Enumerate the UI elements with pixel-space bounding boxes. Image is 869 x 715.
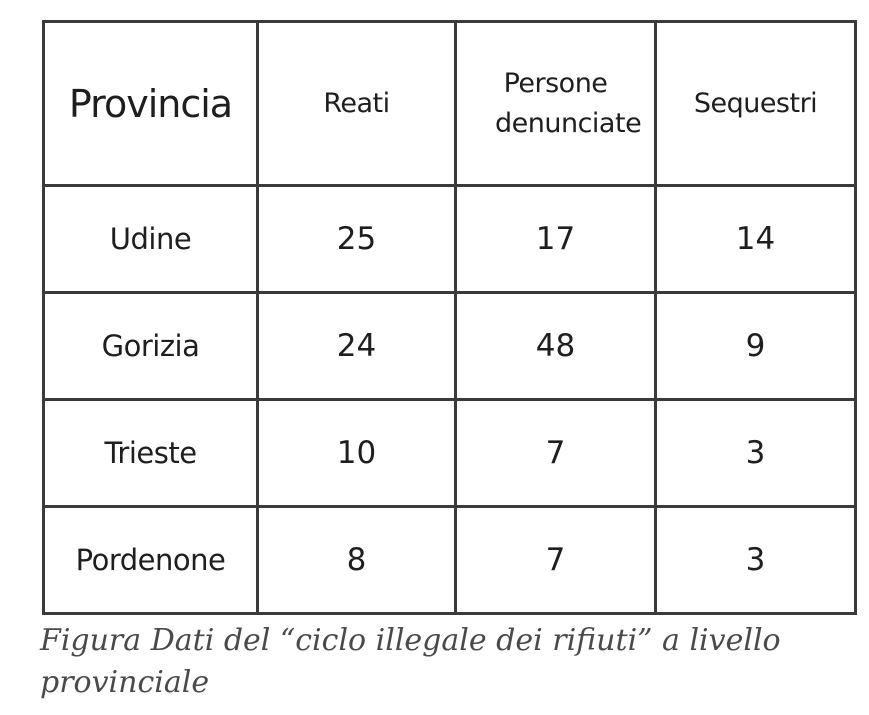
table-row: Gorizia 24 48 9	[42, 291, 857, 401]
cell-sequestri: 9	[654, 291, 857, 401]
cell-reati: 10	[256, 398, 457, 508]
table-header-row: Provincia Reati Persone denunciate Seque…	[42, 20, 857, 187]
cell-persone: 17	[454, 184, 657, 294]
header-reati: Reati	[256, 20, 457, 187]
cell-provincia: Udine	[42, 184, 259, 294]
cell-persone: 7	[454, 398, 657, 508]
cell-persone: 7	[454, 505, 657, 615]
cell-reati: 25	[256, 184, 457, 294]
table-row: Trieste 10 7 3	[42, 398, 857, 508]
table-row: Pordenone 8 7 3	[42, 505, 857, 615]
cell-sequestri: 3	[654, 505, 857, 615]
cell-provincia: Gorizia	[42, 291, 259, 401]
header-persone-denunciate: Persone denunciate	[454, 20, 657, 187]
cell-reati: 24	[256, 291, 457, 401]
cell-provincia: Trieste	[42, 398, 259, 508]
header-provincia: Provincia	[42, 20, 259, 187]
cell-sequestri: 14	[654, 184, 857, 294]
cell-sequestri: 3	[654, 398, 857, 508]
cell-persone: 48	[454, 291, 657, 401]
table-row: Udine 25 17 14	[42, 184, 857, 294]
province-data-table: Provincia Reati Persone denunciate Seque…	[42, 20, 857, 615]
figure-caption: Figura Dati del “ciclo illegale dei rifi…	[40, 623, 781, 700]
cell-provincia: Pordenone	[42, 505, 259, 615]
cell-reati: 8	[256, 505, 457, 615]
header-sequestri: Sequestri	[654, 20, 857, 187]
